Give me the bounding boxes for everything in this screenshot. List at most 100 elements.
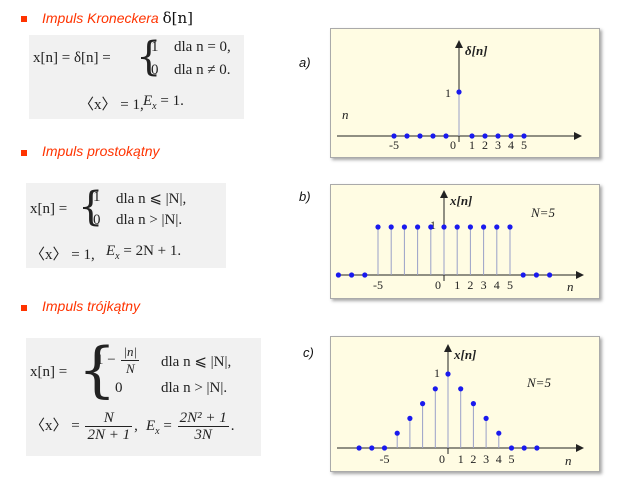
x-tick-label: 1 [458,452,464,466]
sample-point [507,224,513,230]
case-1-value-pre: 1 − [96,351,116,368]
section-title-triangular: Impuls trójkątny [42,298,141,314]
formula-lhs: x[n] = [30,201,68,217]
sample-point [521,445,527,451]
sample-point [430,133,436,139]
sample-point [508,445,515,451]
y-axis-label: x[n] [453,347,476,362]
sample-point [520,272,526,278]
case-1-value: 1 − |n| N [96,344,141,377]
energy-rhs: = 2N + 1. [119,243,182,259]
sample-point [420,401,426,407]
sample-point [394,430,400,436]
bullet-triangular [21,305,27,311]
sample-point [521,133,527,139]
sample-point [469,133,475,139]
case-1-fraction: |n| N [121,344,140,377]
energy-value: Ex = 2N + 1. [106,243,181,262]
sample-point [428,224,434,230]
y-axis-label: δ[n] [465,43,488,58]
sample-point [391,133,397,139]
mean-value: 〈x〉 = 1, [30,247,95,263]
x-tick-label: 0 [450,138,456,152]
energy-frac-den: 3N [194,427,212,443]
x-tick-label: 3 [495,138,501,152]
plot-c-svg: x[n]n1N=5-5 0 1 2 3 4 5 [337,344,584,468]
mean-tail: , [134,417,138,434]
sample-point [496,430,502,436]
sample-point [415,224,421,230]
x-tick-label: -5 [380,452,390,466]
section-title-kronecker: Impuls Kroneckera δ[n] [42,9,193,27]
brace-icon: { [136,34,162,80]
energy-value: Ex = 2N² + 1 3N . [146,410,234,443]
sample-point [417,133,423,139]
x-tick-label: 5 [509,452,515,466]
x-tick-label: -5 [373,278,383,292]
energy-eq: = [159,417,172,434]
sample-point [407,415,413,421]
energy-symbol: E [143,93,153,109]
sample-point [481,224,487,230]
kronecker-symbol: δ[n] [162,9,194,27]
case-2-condition: dla n > |N|. [116,212,183,228]
case-2-condition: dla n ≠ 0. [174,62,231,78]
energy-frac-num: 2N² + 1 [177,410,229,427]
n-parameter-label: N=5 [526,375,551,390]
formula-lhs: x[n] = δ[n] = [33,50,111,66]
plot-b-label: b) [299,189,311,204]
formula-rectangular: x[n] = { 1 dla n ⩽ |N|, 0 dla n > |N|. 〈… [26,183,226,268]
x-axis-label: n [565,453,572,468]
sample-point [381,445,388,451]
plot-b: x[n] n 1 N=5 -5 0 1 2 3 4 5 [330,184,600,299]
brace-icon: { [78,184,104,230]
sample-point [441,224,447,230]
energy-fraction: 2N² + 1 3N [177,410,229,443]
sample-point [335,272,341,278]
sample-point [445,371,451,377]
energy-symbol: E [146,417,156,434]
plot-a-svg: δ[n]n1-5 0 1 2 3 4 5 [337,40,582,152]
sample-point [432,386,438,392]
sample-point [454,224,460,230]
case-1-condition: dla n = 0, [174,39,231,55]
plot-c: x[n] n 1 N=5 -5 0 1 2 3 4 5 [330,336,600,472]
sample-point [356,445,362,451]
x-tick-label: 4 [494,278,500,292]
sample-point [362,272,368,278]
case-1-frac-num: |n| [121,344,140,361]
x-tick-label: 2 [467,278,473,292]
x-axis-label: n [342,107,349,122]
sample-point [401,224,407,230]
energy-sub: x [115,251,120,262]
sample-point [470,401,476,407]
x-tick-label: 3 [481,278,487,292]
x-tick-label: 4 [496,452,502,466]
case-2-value: 0 [93,212,101,228]
plot-b-svg: x[n]n1N=5-5 0 1 2 3 4 5 [335,190,584,294]
plot-a: δ[n] n 1 -5 0 1 2 3 4 5 [330,28,600,158]
x-tick-label: -5 [389,138,399,152]
formula-triangular: x[n] = { 1 − |n| N dla n ⩽ |N|, 0 dla n … [26,338,261,456]
x-tick-label: 5 [507,278,513,292]
plot-a-label: a) [299,55,311,70]
x-tick-label: 1 [469,138,475,152]
mean-frac-num: N [85,410,133,427]
energy-rhs: = 1. [156,93,184,109]
sample-point [404,133,410,139]
sample-point [369,445,375,451]
mean-fraction: N 2N + 1 [85,410,133,443]
n-parameter-label: N=5 [530,205,555,220]
sample-point [458,386,464,392]
case-1-frac-den: N [125,361,135,376]
x-tick-label: 0 [435,278,441,292]
mean-value: 〈x〉 = 1, [79,97,144,113]
sample-point [443,133,449,139]
sample-point [534,445,540,451]
energy-sub: x [155,425,160,437]
section-title-kronecker-text: Impuls Kroneckera [42,10,159,26]
sample-point [388,224,394,230]
sample-point [456,89,462,95]
formula-kronecker: x[n] = δ[n] = { 1 dla n = 0, 0 dla n ≠ 0… [29,35,244,119]
y-tick-label-one: 1 [445,86,451,100]
